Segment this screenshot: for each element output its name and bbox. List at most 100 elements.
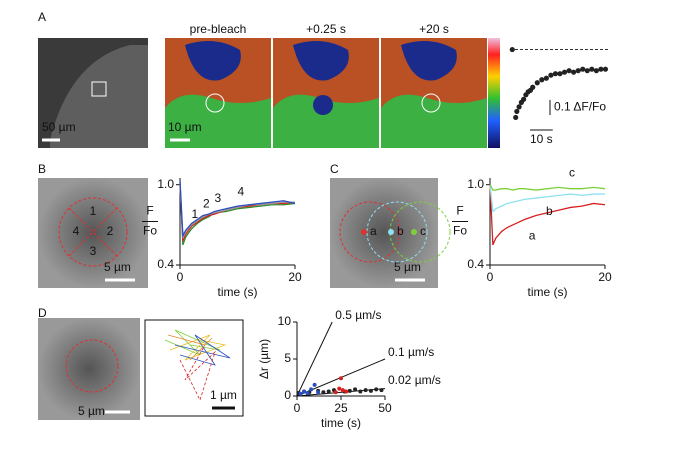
point: [353, 387, 358, 392]
scale-label: 5 µm: [394, 260, 421, 274]
x-tick-label: 0: [487, 270, 494, 284]
line: [179, 183, 295, 239]
panel-label: B: [38, 162, 46, 176]
reference-label: 0.02 µm/s: [388, 373, 441, 387]
point: [580, 66, 586, 72]
point: [521, 96, 527, 102]
point: [548, 72, 554, 78]
panel-label: A: [38, 10, 46, 24]
x-tick-label: 0: [294, 401, 301, 415]
heatmaps: [165, 38, 500, 148]
point-marker: [411, 229, 417, 235]
point: [344, 389, 349, 394]
y-tick-label: 0.4: [157, 257, 174, 271]
region-label: 1: [90, 204, 97, 218]
point: [584, 68, 590, 74]
line: [489, 184, 606, 191]
point: [539, 77, 545, 83]
scale-label: 0.1 ΔF/Fo: [554, 100, 606, 114]
roi: [65, 339, 119, 393]
point: [379, 388, 384, 393]
point: [326, 389, 331, 394]
y-tick-label: 0.4: [467, 257, 484, 271]
point: [337, 386, 342, 391]
series-label: 4: [238, 184, 245, 198]
line: [489, 184, 606, 246]
point: [347, 388, 352, 393]
reference-label: 0.1 µm/s: [388, 345, 434, 359]
x-axis-label: time (s): [321, 416, 361, 430]
point: [557, 71, 563, 77]
point: [598, 66, 604, 72]
point: [513, 114, 519, 121]
y-axis-label: Fo: [453, 224, 467, 238]
y-tick-label: 0: [284, 388, 291, 402]
scale-label: 10 µm: [168, 120, 202, 134]
y-axis-label: Fo: [143, 224, 157, 238]
series-label: 2: [203, 196, 210, 210]
point: [543, 75, 549, 81]
frame-title: +0.25 s: [306, 22, 346, 36]
point: [368, 388, 373, 393]
x-axis-label: time (s): [528, 285, 568, 299]
panel-label: D: [38, 306, 47, 320]
line: [179, 180, 296, 238]
point: [602, 66, 609, 72]
point-label: c: [420, 224, 426, 238]
point: [514, 108, 520, 115]
reference-line: [296, 321, 333, 397]
point-label: b: [397, 224, 404, 238]
x-tick-label: 20: [598, 270, 612, 284]
point: [305, 391, 310, 396]
y-tick-label: 10: [278, 314, 292, 328]
x-tick-label: 50: [378, 401, 392, 415]
line: [489, 184, 605, 213]
region-label: 3: [90, 244, 97, 258]
x-tick-label: 0: [177, 270, 184, 284]
point: [312, 382, 317, 387]
point: [589, 66, 595, 72]
point: [340, 388, 345, 393]
y-tick-label: 5: [284, 351, 291, 365]
roi-box: [91, 81, 107, 97]
x-axis-label: time (s): [218, 285, 258, 299]
point: [561, 69, 568, 75]
point: [516, 104, 522, 110]
scale-label: 5 µm: [104, 260, 131, 274]
point: [530, 84, 536, 90]
track-box: [144, 319, 244, 417]
series-label: c: [569, 166, 575, 180]
micrograph: [38, 178, 148, 288]
x-tick-label: 25: [334, 401, 348, 415]
roi: [366, 201, 428, 263]
point: [358, 389, 363, 394]
frame-title: +20 s: [419, 22, 449, 36]
scale-label: 10 s: [530, 132, 553, 146]
point-label: a: [370, 224, 377, 238]
scale-label: 5 µm: [78, 404, 105, 418]
series-label: 1: [192, 207, 199, 221]
x-tick-label: 20: [288, 270, 302, 284]
point: [363, 388, 368, 393]
y-axis-label: F: [456, 204, 463, 218]
roi: [389, 201, 451, 263]
region-label: 4: [73, 224, 80, 238]
roi: [58, 197, 128, 267]
reference-label: 0.5 µm/s: [335, 308, 381, 322]
point: [316, 390, 321, 395]
tracks: [164, 329, 231, 402]
point: [575, 68, 581, 74]
panel-label: C: [330, 162, 339, 176]
y-axis-label: Δr (µm): [257, 339, 271, 379]
point-marker: [361, 229, 367, 235]
micrograph: [330, 178, 438, 288]
y-tick-label: 1.0: [467, 177, 484, 191]
point: [571, 69, 577, 75]
point: [321, 390, 326, 395]
point: [333, 390, 338, 395]
micrograph: [38, 318, 140, 420]
point-marker: [388, 229, 394, 235]
point: [534, 80, 540, 86]
point: [302, 389, 307, 394]
